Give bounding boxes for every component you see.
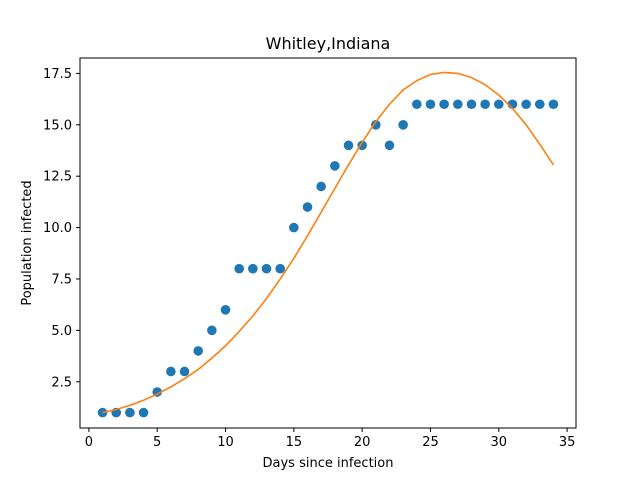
data-point <box>521 99 531 110</box>
data-point <box>207 325 217 336</box>
x-tick-label: 30 <box>491 435 508 450</box>
data-point <box>493 99 504 110</box>
data-point <box>289 222 299 233</box>
data-point <box>466 99 477 110</box>
data-point <box>248 263 258 274</box>
data-point <box>343 140 354 151</box>
data-point <box>302 202 313 212</box>
data-point <box>412 99 422 110</box>
y-tick-label: 2.5 <box>51 375 72 390</box>
series-layer <box>97 71 559 418</box>
data-point <box>97 407 108 418</box>
fitted-curve-line <box>102 71 555 414</box>
data-point <box>439 99 449 110</box>
data-point <box>261 263 272 274</box>
data-point <box>125 407 135 418</box>
y-tick-label: 10.0 <box>43 221 72 236</box>
x-tick-label: 15 <box>286 435 303 450</box>
x-tick-label: 5 <box>153 435 161 450</box>
chart-title: Whitley,Indiana <box>266 34 391 53</box>
data-point <box>275 263 285 274</box>
data-point <box>234 263 244 274</box>
axes-frame <box>79 57 577 429</box>
x-tick-label: 10 <box>217 435 234 450</box>
data-point <box>480 99 490 110</box>
data-point <box>179 366 190 377</box>
x-axis-label: Days since infection <box>263 456 394 471</box>
data-point <box>193 346 203 356</box>
y-tick-label: 7.5 <box>51 272 72 287</box>
data-point <box>398 120 408 130</box>
data-point <box>425 99 436 110</box>
x-tick-label: 35 <box>559 435 576 450</box>
y-axis: 2.5 5.0 7.5 10.0 12.5 15.0 17.5 <box>43 67 80 390</box>
data-point <box>384 140 395 151</box>
data-point <box>220 305 231 315</box>
data-point <box>316 181 326 192</box>
y-tick-label: 15.0 <box>43 118 72 133</box>
data-point <box>166 366 176 377</box>
data-point <box>534 99 545 110</box>
y-tick-label: 12.5 <box>43 170 72 185</box>
x-tick-label: 20 <box>354 435 371 450</box>
data-point <box>371 120 381 130</box>
data-point <box>138 407 149 418</box>
data-point <box>548 99 559 110</box>
data-point <box>453 99 463 110</box>
x-tick-label: 25 <box>422 435 439 450</box>
y-tick-label: 5.0 <box>51 324 72 339</box>
y-tick-label: 17.5 <box>43 67 72 82</box>
data-point <box>330 161 340 171</box>
x-axis: 0 5 10 15 20 25 30 35 <box>85 428 576 450</box>
x-tick-label: 0 <box>85 435 93 450</box>
y-axis-label: Population infected <box>20 180 35 305</box>
